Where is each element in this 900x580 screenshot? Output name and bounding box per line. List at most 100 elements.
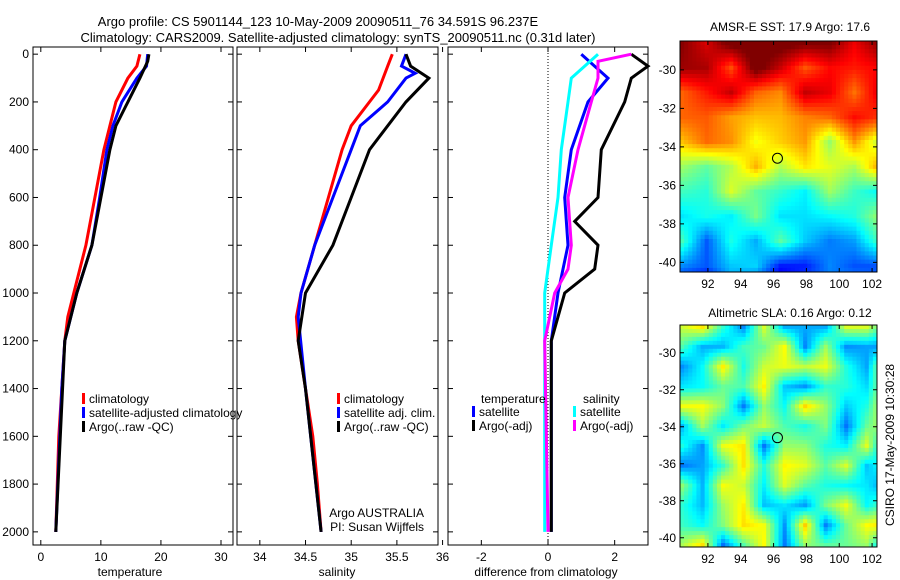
sst-cell [786,239,792,244]
sla-cell [766,328,771,334]
sst-cell [852,230,857,236]
sst-cell [725,152,730,158]
sst-cell [786,82,792,87]
sla-cell [852,408,857,413]
sst-cell [848,53,853,59]
sst-cell [737,144,743,149]
sst-cell [807,107,812,112]
sla-cell [729,380,734,385]
sla-cell [712,483,718,489]
sst-cell [831,82,837,87]
sst-cell [757,82,763,87]
sst-cell [704,53,710,59]
sst-cell [835,193,841,199]
sst-cell [684,45,689,50]
sst-cell [716,144,722,149]
sst-cell [794,210,800,215]
sla-cell [807,340,812,346]
sst-cell [753,193,759,199]
sla-cell [872,328,878,334]
sla-cell [835,420,841,425]
sst-cell [840,226,845,232]
sst-cell [757,57,763,63]
sst-cell [692,53,697,59]
sla-cell [840,336,845,342]
sst-cell [840,61,845,67]
sst-cell [774,74,779,79]
sla-cell [807,467,812,473]
sst-cell [757,74,763,79]
sst-cell [803,119,808,125]
sst-cell [803,78,808,83]
sst-cell [815,45,821,50]
sst-cell [745,201,751,207]
sst-cell [688,197,693,203]
sst-cell [815,222,821,228]
sst-cell [794,74,800,79]
sst-cell [819,214,825,219]
sla-cell [745,384,751,389]
sst-cell [852,251,857,257]
sst-cell [741,69,747,75]
sla-cell [856,408,862,413]
sla-cell [860,380,866,385]
sst-cell [831,98,837,104]
sla-cell [811,356,816,362]
sst-cell [782,247,788,252]
sla-cell [762,372,767,378]
sst-cell [766,168,771,174]
sst-cell [729,86,734,92]
sla-cell [753,404,759,409]
sst-cell [856,206,862,211]
sst-cell [856,78,862,83]
sla-cell [819,388,825,393]
sst-cell [708,177,714,182]
sst-cell [868,164,874,170]
sst-cell [786,102,792,108]
sst-cell [790,201,796,207]
sla-cell [716,424,722,429]
sst-cell [680,74,685,79]
sst-cell [872,185,878,191]
sla-cell [831,325,837,330]
sst-cell [799,210,804,215]
sla-cell [712,499,718,504]
sla-cell [807,352,812,358]
sst-lon-label: 100 [829,277,849,291]
sla-cell [725,459,730,465]
sst-cell [757,234,763,240]
sst-cell [799,111,804,116]
sst-cell [725,61,730,67]
sst-cell [844,259,849,265]
sst-cell [729,160,734,166]
sla-cell [749,491,755,496]
sst-cell [852,185,857,191]
sst-cell [835,156,841,162]
sla-cell [794,360,800,366]
sla-cell [737,364,743,370]
sla-cell [790,439,796,445]
sst-cell [823,90,829,96]
sst-cell [778,86,784,92]
sla-cell [766,392,771,397]
sla-cell [831,368,837,374]
sla-cell [811,491,816,496]
sla-cell [823,487,829,492]
sla-cell [696,459,702,465]
sst-cell [762,177,767,182]
sla-cell [794,376,800,381]
sst-cell [852,152,857,158]
sla-cell [753,348,759,354]
sla-cell [749,412,755,417]
sst-cell [753,74,759,79]
sal-legend-1-swatch [337,407,340,418]
sst-cell [778,140,784,145]
sst-cell [840,164,845,170]
sst-cell [819,144,825,149]
sla-cell [684,408,689,413]
sst-cell [749,41,755,46]
sst-cell [823,57,829,63]
sla-cell [757,384,763,389]
sla-cell [692,455,697,461]
sla-cell [696,424,702,429]
